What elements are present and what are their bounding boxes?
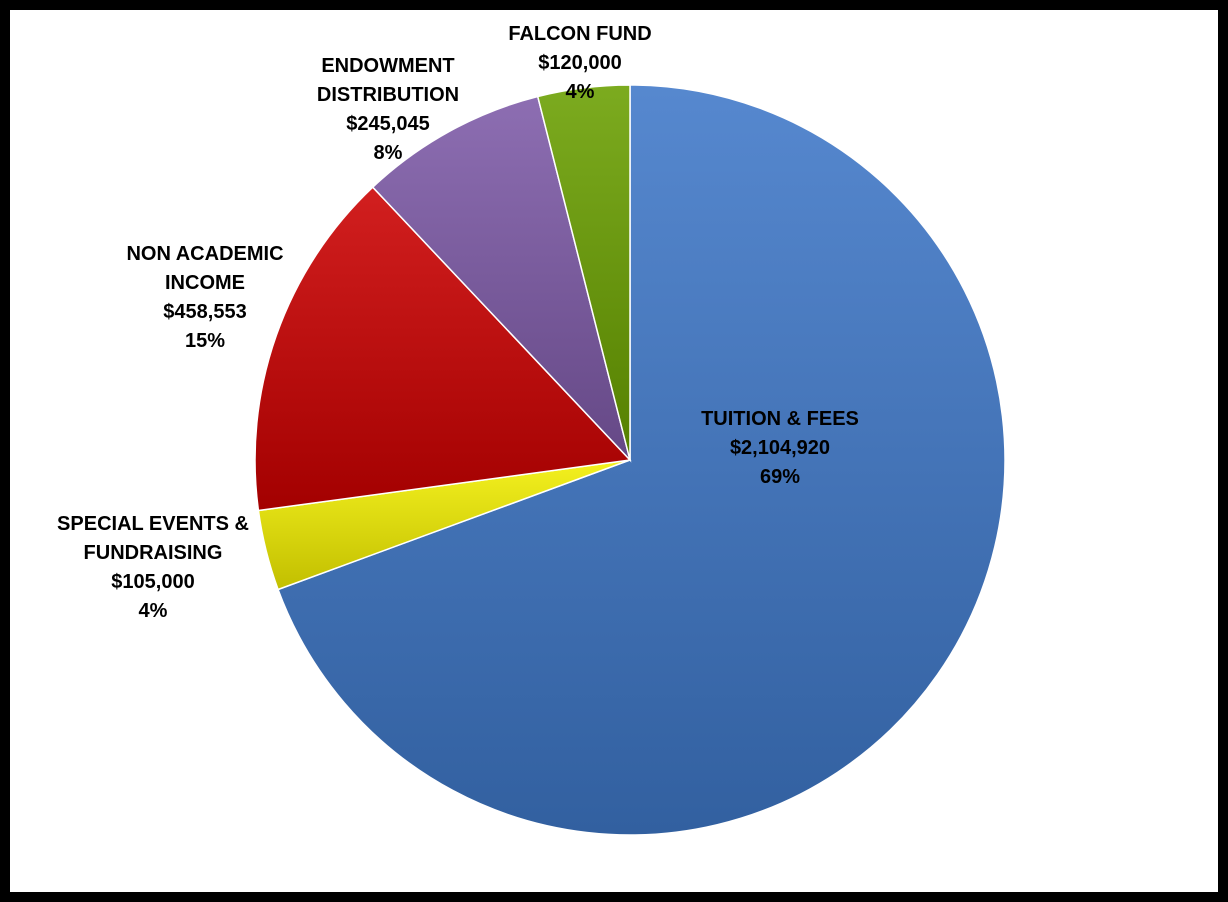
slice-name-line: INCOME (165, 272, 245, 294)
pie-chart: TUITION & FEES $2,104,920 69% SPECIAL EVENT… (57, 23, 1006, 836)
slice-percent: 15% (185, 330, 225, 352)
data-label-non-academic-income: NON ACADEMIC INCOME $458,553 15% (126, 243, 283, 352)
pie-slice-tuition-and-fees (277, 84, 1006, 836)
slice-name-line: FUNDRAISING (84, 542, 223, 564)
slice-value: $245,045 (346, 113, 429, 135)
data-label-special-events-and-fundraising: SPECIAL EVENTS & FUNDRAISING $105,000 4% (57, 513, 249, 622)
slice-name-line: NON ACADEMIC (126, 243, 283, 265)
slice-percent: 4% (139, 600, 168, 622)
data-label-falcon-fund: FALCON FUND $120,000 4% (508, 23, 651, 103)
chart-area: TUITION & FEES $2,104,920 69% SPECIAL EVENT… (10, 10, 1218, 892)
pie-slice-falcon-fund (536, 84, 631, 461)
data-label-tuition-and-fees: TUITION & FEES $2,104,920 69% (701, 408, 859, 488)
slice-value: $120,000 (538, 52, 621, 74)
pie-slice-endowment-distribution (371, 95, 632, 463)
labels-layer: TUITION & FEES $2,104,920 69% SPECIAL EVENT… (57, 23, 859, 622)
slice-name-line: ENDOWMENT (321, 55, 454, 77)
slice-percent: 69% (760, 466, 800, 488)
slice-name: FALCON FUND (508, 23, 651, 45)
data-label-endowment-distribution: ENDOWMENT DISTRIBUTION $245,045 8% (317, 55, 459, 164)
slice-name-line: DISTRIBUTION (317, 84, 459, 106)
slice-name-line: SPECIAL EVENTS & (57, 513, 249, 535)
slice-value: $105,000 (111, 571, 194, 593)
slices-layer (254, 84, 1006, 836)
slice-percent: 4% (566, 81, 595, 103)
slice-value: $2,104,920 (730, 437, 830, 459)
slice-value: $458,553 (163, 301, 246, 323)
pie-slice-non-academic-income (254, 186, 632, 512)
slice-percent: 8% (374, 142, 403, 164)
slice-name: TUITION & FEES (701, 408, 859, 430)
